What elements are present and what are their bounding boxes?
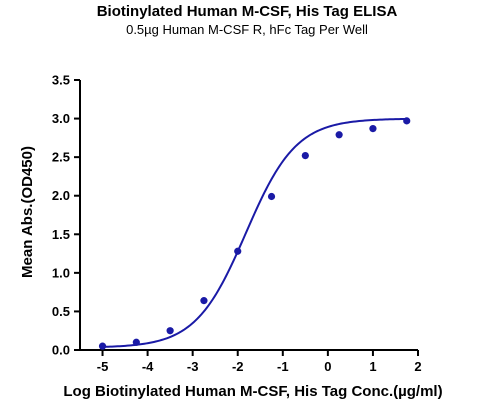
fit-curve	[102, 117, 407, 348]
y-tick-label: 3.0	[52, 111, 70, 126]
data-point	[166, 327, 174, 335]
chart-subtitle: 0.5µg Human M-CSF R, hFc Tag Per Well	[126, 22, 368, 37]
x-axis-label: Log Biotinylated Human M-CSF, His Tag Co…	[63, 383, 442, 400]
y-tick-label: 2.5	[52, 150, 70, 165]
x-tick-label: -2	[232, 359, 244, 374]
y-tick-label: 0.0	[52, 343, 70, 358]
data-point	[301, 152, 309, 160]
x-tick-label: 2	[414, 359, 421, 374]
y-tick-label: 0.5	[52, 304, 70, 319]
x-tick-label: 1	[369, 359, 376, 374]
y-tick-label: 1.5	[52, 227, 70, 242]
data-point	[335, 131, 343, 139]
chart-title: Biotinylated Human M-CSF, His Tag ELISA	[97, 3, 398, 20]
x-tick-label: -5	[97, 359, 109, 374]
data-points	[98, 117, 411, 350]
data-point	[267, 192, 276, 201]
data-point	[369, 125, 377, 133]
y-tick-label: 2.0	[52, 188, 70, 203]
x-tick-label: -1	[277, 359, 289, 374]
x-tick-label: 0	[324, 359, 331, 374]
data-point	[200, 297, 208, 305]
data-point	[403, 117, 411, 125]
y-tick-label: 3.5	[52, 73, 70, 88]
y-axis: 0.0 0.5 1.0 1.5 2.0 2.5 3.0 3.5	[52, 73, 81, 358]
data-point	[98, 342, 107, 350]
y-axis-label: Mean Abs.(OD450)	[19, 146, 36, 278]
x-axis: -5 -4 -3 -2 -1 0 1 2	[79, 349, 422, 374]
data-point	[234, 247, 242, 255]
x-tick-label: -4	[142, 359, 154, 374]
data-point	[132, 338, 140, 346]
y-tick-label: 1.0	[52, 265, 70, 280]
x-tick-label: -3	[187, 359, 199, 374]
